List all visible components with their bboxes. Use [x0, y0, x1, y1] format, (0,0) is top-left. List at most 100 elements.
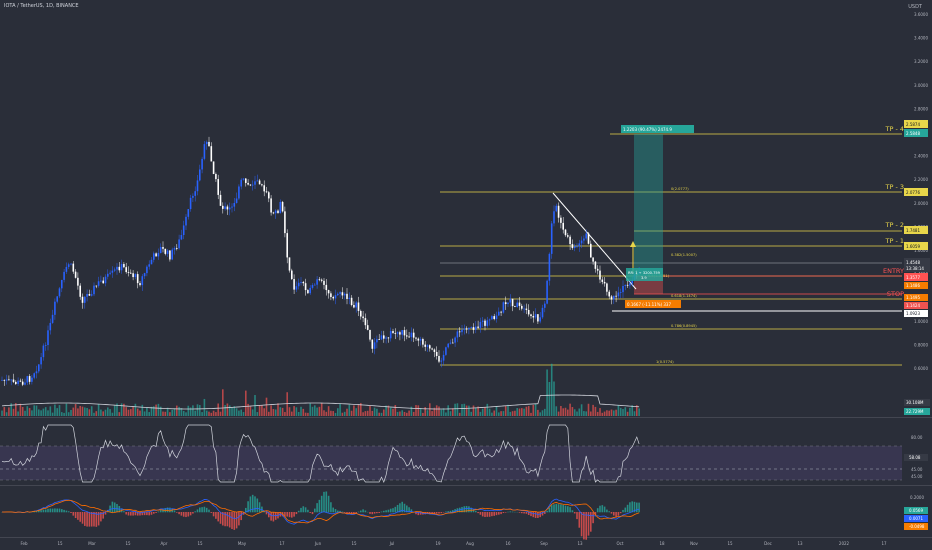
macd-hist-bar: [194, 511, 196, 513]
volume-bar: [288, 407, 291, 416]
candle-body: [472, 327, 475, 330]
volume-bar: [573, 409, 576, 416]
volume-bar: [465, 405, 468, 416]
macd-hist-bar: [399, 503, 401, 513]
candle-body: [394, 333, 397, 334]
long-position-profit-zone[interactable]: [634, 134, 663, 276]
candle-body: [157, 253, 160, 257]
candle-body: [107, 273, 109, 277]
candle-body: [77, 277, 79, 286]
macd-hist-bar: [493, 512, 495, 516]
price-pane[interactable]: [0, 0, 902, 417]
downtrend-line[interactable]: [552, 192, 637, 290]
macd-hist-bar: [309, 512, 311, 513]
price-tag-volume-ma-text: 30.108M: [906, 400, 924, 405]
candle-body: [38, 364, 40, 372]
volume-bar: [311, 406, 314, 416]
volume-bar: [562, 408, 564, 416]
candle-body: [8, 379, 10, 381]
macd-hist-bar: [127, 512, 130, 516]
macd-hist-bar: [192, 512, 194, 514]
candle-body: [141, 276, 144, 286]
macd-hist-bar: [33, 511, 35, 513]
macd-hist-bar: [502, 512, 505, 514]
macd-hist-bar: [88, 512, 91, 527]
rr-tag[interactable]: [626, 268, 663, 281]
macd-hist-bar: [392, 508, 394, 513]
volume-bar: [235, 408, 238, 416]
volume-bar: [261, 405, 263, 416]
candle-body: [125, 267, 127, 273]
candle-body: [590, 243, 592, 258]
candle-body: [284, 211, 286, 234]
volume-bar: [84, 407, 86, 416]
macd-hist-bar: [284, 512, 286, 517]
entry-label: ENTRY: [883, 267, 904, 275]
macd-hist-bar: [215, 512, 217, 519]
macd-hist-bar: [222, 512, 224, 526]
macd-hist-bar: [596, 508, 599, 513]
volume-bar: [309, 403, 311, 416]
profit-tag[interactable]: [621, 125, 694, 133]
volume-bar: [26, 406, 29, 416]
volume-bar: [268, 411, 270, 416]
macd-hist-bar: [157, 511, 160, 513]
candle-body: [120, 264, 123, 271]
macd-hist-bar: [544, 512, 546, 514]
volume-bar: [228, 405, 231, 416]
candle-body: [452, 342, 454, 344]
rsi-axis-value: 58.08: [909, 455, 921, 460]
macd-hist-bar: [580, 512, 583, 537]
macd-hist-bar: [573, 512, 576, 514]
volume-bar: [10, 403, 12, 416]
candle-body: [90, 294, 93, 296]
volume-bar: [107, 407, 109, 416]
candle-body: [523, 308, 525, 310]
candle-body: [424, 344, 426, 347]
volume-bar: [173, 408, 176, 416]
volume-bar: [633, 411, 636, 416]
volume-bar: [613, 410, 615, 416]
volume-bar: [224, 405, 226, 416]
fib-label-1: 1(0.5774): [656, 360, 674, 364]
candle-body: [302, 281, 305, 284]
candle-body: [518, 302, 521, 306]
candle-body: [327, 290, 330, 294]
candle-body: [217, 179, 219, 195]
loss-tag[interactable]: [625, 300, 681, 308]
macd-hist-bar: [511, 511, 514, 513]
volume-bar: [341, 412, 344, 416]
time-axis-label: 15: [351, 541, 357, 546]
macd-hist-bar: [408, 507, 410, 513]
candle-body: [488, 319, 491, 321]
macd-hist-bar: [217, 512, 219, 522]
candle-body: [355, 302, 357, 308]
volume-bar: [136, 408, 139, 416]
volume-bar: [518, 408, 521, 416]
volume-bar: [127, 409, 130, 416]
fib-retracement[interactable]: [440, 133, 902, 366]
volume-bar: [493, 410, 495, 416]
macd-hist-bar: [583, 512, 585, 540]
volume-bar: [249, 406, 252, 416]
volume-bar: [51, 412, 54, 416]
symbol-title[interactable]: IOTA / TetherUS, 1D, BINANCE: [4, 3, 79, 9]
candle-body: [334, 295, 337, 299]
volume-bar: [360, 403, 362, 416]
volume-bar: [442, 408, 445, 416]
price-axis-label: 2.2000: [914, 177, 928, 182]
candle-body: [562, 222, 564, 230]
candle-body: [297, 282, 300, 287]
candle-body: [132, 273, 134, 278]
candle-body: [56, 296, 58, 302]
fib-label-0: 0(2.0777): [671, 187, 689, 191]
rsi-axis-80: 80.00: [911, 435, 923, 440]
volume-bar: [90, 406, 93, 416]
price-tag-t2-text: 1.1495: [906, 295, 920, 300]
macd-hist-bar: [387, 509, 390, 513]
candle-body: [412, 332, 415, 338]
candle-body: [500, 311, 502, 313]
candle-body: [567, 235, 569, 237]
macd-hist-bar: [111, 501, 114, 513]
